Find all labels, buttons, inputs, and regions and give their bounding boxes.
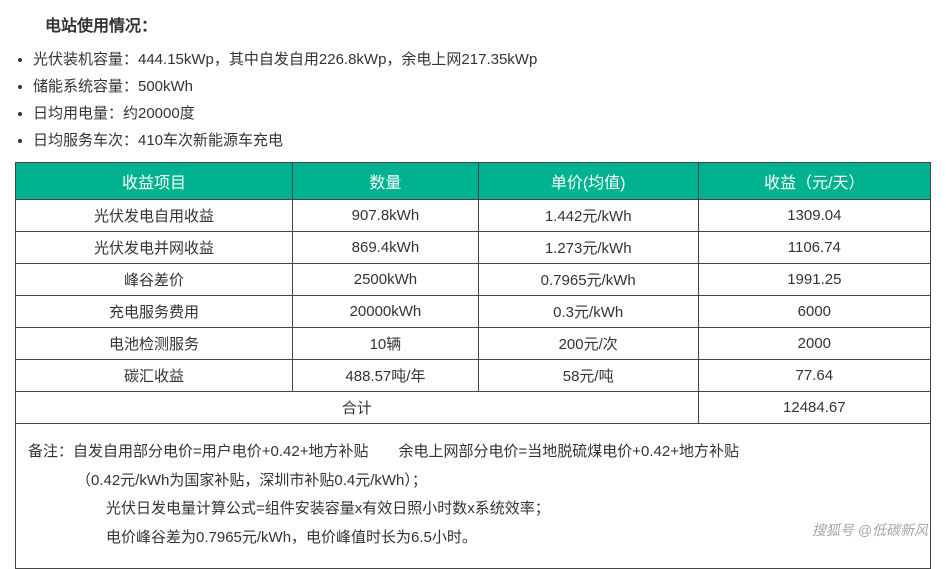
cell-unit-price: 1.442元/kWh: [478, 200, 698, 232]
cell-quantity: 907.8kWh: [293, 200, 479, 232]
cell-revenue: 1106.74: [698, 232, 930, 264]
cell-quantity: 2500kWh: [293, 264, 479, 296]
notes-line: 光伏日发电量计算公式=组件安装容量x有效日照小时数x系统效率；: [28, 495, 918, 524]
cell-revenue: 2000: [698, 328, 930, 360]
cell-revenue: 77.64: [698, 360, 930, 392]
section-title: 电站使用情况：: [15, 12, 931, 36]
cell-project: 电池检测服务: [16, 328, 293, 360]
notes-line: 备注：自发自用部分电价=用户电价+0.42+地方补贴 余电上网部分电价=当地脱硫…: [28, 438, 918, 467]
cell-quantity: 869.4kWh: [293, 232, 479, 264]
header-revenue: 收益（元/天）: [698, 163, 930, 200]
watermark: 搜狐号 @低碳新风: [812, 520, 928, 540]
table-total-row: 合计 12484.67: [16, 392, 931, 424]
cell-unit-price: 58元/吨: [478, 360, 698, 392]
info-item: 日均用电量：约20000度: [33, 100, 931, 127]
total-label: 合计: [16, 392, 699, 424]
info-item: 储能系统容量：500kWh: [33, 73, 931, 100]
table-row: 碳汇收益 488.57吨/年 58元/吨 77.64: [16, 360, 931, 392]
total-value: 12484.67: [698, 392, 930, 424]
cell-quantity: 488.57吨/年: [293, 360, 479, 392]
cell-quantity: 10辆: [293, 328, 479, 360]
cell-project: 光伏发电自用收益: [16, 200, 293, 232]
header-unit-price: 单价(均值): [478, 163, 698, 200]
cell-revenue: 1309.04: [698, 200, 930, 232]
cell-unit-price: 1.273元/kWh: [478, 232, 698, 264]
table-row: 光伏发电自用收益 907.8kWh 1.442元/kWh 1309.04: [16, 200, 931, 232]
info-item: 光伏装机容量：444.15kWp，其中自发自用226.8kWp，余电上网217.…: [33, 46, 931, 73]
cell-project: 光伏发电并网收益: [16, 232, 293, 264]
cell-revenue: 1991.25: [698, 264, 930, 296]
cell-project: 充电服务费用: [16, 296, 293, 328]
table-header-row: 收益项目 数量 单价(均值) 收益（元/天）: [16, 163, 931, 200]
cell-project: 峰谷差价: [16, 264, 293, 296]
cell-quantity: 20000kWh: [293, 296, 479, 328]
revenue-table: 收益项目 数量 单价(均值) 收益（元/天） 光伏发电自用收益 907.8kWh…: [15, 162, 931, 424]
cell-unit-price: 200元/次: [478, 328, 698, 360]
table-body: 光伏发电自用收益 907.8kWh 1.442元/kWh 1309.04 光伏发…: [16, 200, 931, 424]
header-quantity: 数量: [293, 163, 479, 200]
cell-project: 碳汇收益: [16, 360, 293, 392]
header-project: 收益项目: [16, 163, 293, 200]
info-item: 日均服务车次：410车次新能源车充电: [33, 127, 931, 154]
table-row: 光伏发电并网收益 869.4kWh 1.273元/kWh 1106.74: [16, 232, 931, 264]
notes-line: （0.42元/kWh为国家补贴，深圳市补贴0.4元/kWh）；: [28, 467, 918, 496]
table-row: 充电服务费用 20000kWh 0.3元/kWh 6000: [16, 296, 931, 328]
table-row: 电池检测服务 10辆 200元/次 2000: [16, 328, 931, 360]
table-row: 峰谷差价 2500kWh 0.7965元/kWh 1991.25: [16, 264, 931, 296]
notes-section: 备注：自发自用部分电价=用户电价+0.42+地方补贴 余电上网部分电价=当地脱硫…: [15, 424, 931, 569]
cell-unit-price: 0.7965元/kWh: [478, 264, 698, 296]
cell-revenue: 6000: [698, 296, 930, 328]
cell-unit-price: 0.3元/kWh: [478, 296, 698, 328]
info-list: 光伏装机容量：444.15kWp，其中自发自用226.8kWp，余电上网217.…: [15, 46, 931, 154]
